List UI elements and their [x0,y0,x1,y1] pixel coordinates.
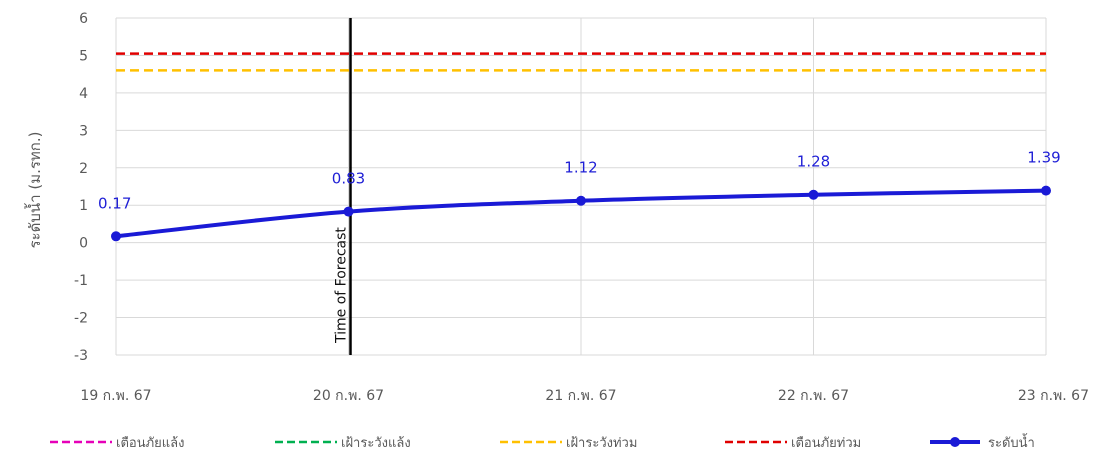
x-tick-label: 21 ก.พ. 67 [545,388,616,404]
y-axis-label: ระดับน้ำ (ม.รทก.) [24,132,44,249]
legend-item: เตือนภัยท่วม [725,435,861,451]
y-tick-label: 6 [79,11,88,27]
data-label: 0.17 [98,194,131,212]
data-point [343,206,354,217]
legend-label: เตือนภัยท่วม [791,435,861,451]
y-tick-label: 3 [79,123,88,139]
y-tick-label: -1 [74,273,88,289]
data-label: 1.12 [564,159,597,177]
legend-label: เฝ้าระวังท่วม [566,436,637,451]
x-tick-label: 20 ก.พ. 67 [313,388,384,404]
data-label: 1.39 [1027,149,1060,167]
data-point [111,231,121,242]
data-point [576,195,586,206]
data-point [808,189,819,200]
y-tick-label: 5 [79,48,88,64]
y-tick-label: 1 [79,198,88,214]
y-axis: 6 5 4 3 2 1 0 -1 -2 -3 [74,11,88,364]
y-tick-label: 0 [79,236,88,252]
forecast-marker: Time of Forecast [334,18,352,355]
y-tick-label: 2 [79,161,88,177]
legend: เตือนภัยแล้ง เฝ้าระวังแล้ง เฝ้าระวังท่วม เต… [50,433,1035,451]
y-tick-label: -2 [74,311,88,327]
y-tick-label: 4 [79,86,88,102]
data-label: 1.28 [797,153,830,171]
series-water-level [111,185,1051,242]
grid [115,17,1047,356]
legend-label: ระดับน้ำ [988,433,1035,451]
legend-item: เตือนภัยแล้ง [50,435,184,451]
legend-item: เฝ้าระวังแล้ง [275,436,411,451]
data-label: 0.83 [332,170,365,188]
data-labels: 0.17 0.83 1.12 1.28 1.39 [98,149,1061,213]
x-axis: 19 ก.พ. 67 20 ก.พ. 67 21 ก.พ. 67 22 ก.พ. 67… [80,388,1089,404]
legend-item: เฝ้าระวังท่วม [500,436,637,451]
forecast-label: Time of Forecast [334,227,350,344]
legend-item: ระดับน้ำ [930,433,1035,451]
threshold-lines [116,52,1046,72]
legend-label: เตือนภัยแล้ง [116,435,184,451]
legend-label: เฝ้าระวังแล้ง [341,436,411,451]
x-tick-label: 19 ก.พ. 67 [80,388,151,404]
x-tick-label: 22 ก.พ. 67 [778,388,849,404]
y-tick-label: -3 [74,348,88,364]
data-point [1041,185,1051,196]
x-tick-label: 23 ก.พ. 67 [1018,388,1089,404]
legend-marker [950,437,960,447]
